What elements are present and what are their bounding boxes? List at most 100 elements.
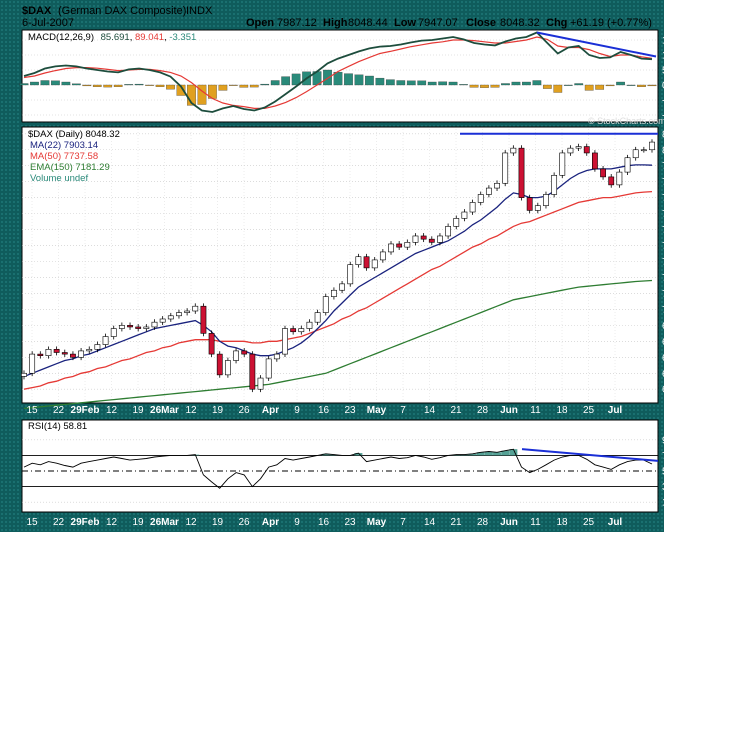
candle-body — [102, 336, 109, 345]
ema150-line — [23, 279, 653, 410]
price-x-label: 26Mar — [150, 405, 179, 416]
rsi-x-label: 9 — [294, 517, 300, 528]
rsi-overbought-fill — [501, 450, 510, 456]
price-tick-label: 7900 — [662, 161, 664, 172]
candle-body — [273, 353, 280, 360]
rsi-tick-label: 90 — [662, 435, 664, 446]
legend-volume: Volume undef — [30, 173, 88, 184]
price-x-label: 25 — [583, 405, 595, 416]
candle-body — [592, 152, 598, 170]
macd-histogram-bar — [365, 75, 374, 86]
price-tick-label: 6900 — [662, 321, 664, 332]
candle-body — [608, 176, 615, 186]
candle-body — [249, 353, 256, 390]
macd-histogram-bar — [323, 69, 332, 86]
candle-body — [257, 377, 264, 390]
candle-body — [445, 226, 452, 237]
candle-body — [518, 147, 525, 198]
price-tick-label: 7500 — [662, 225, 664, 236]
price-grid — [22, 129, 658, 402]
macd-title-text: MACD(12,26,9) — [28, 32, 94, 43]
rsi-x-label: 28 — [477, 517, 489, 528]
candle-body — [502, 152, 509, 184]
macd-histogram-bar — [344, 73, 353, 86]
price-candles — [21, 132, 658, 393]
price-x-label: Apr — [262, 405, 279, 416]
candle-body — [437, 235, 443, 243]
macd-histogram-bar — [563, 84, 573, 86]
macd-histogram-bar — [448, 81, 458, 86]
candle-body — [379, 251, 386, 261]
rsi-overbought-fill — [354, 453, 363, 456]
macd-histogram-bar — [459, 84, 468, 86]
macd-histogram-bar — [92, 84, 102, 87]
rsi-x-label: 26 — [238, 517, 250, 528]
x-axis-labels: 15 15 22 22 29Feb 29Feb 12 12 19 19 26Mar 26Mar 12 12… — [26, 405, 622, 528]
candle-body — [37, 353, 44, 357]
macd-value: 85.691 — [101, 32, 130, 43]
candle-body — [624, 157, 631, 173]
candle-body — [176, 312, 182, 317]
macd-histogram-bar — [155, 84, 165, 87]
candle-body — [600, 168, 606, 178]
macd-histogram-bar — [406, 80, 416, 86]
rsi-trendline — [521, 448, 659, 462]
rsi-x-label: 12 — [185, 517, 197, 528]
signal-value: 89.041 — [135, 32, 164, 43]
candle-body — [322, 296, 329, 313]
high-label: High — [323, 17, 348, 29]
macd-histogram-bar — [40, 80, 50, 86]
ma50-line — [23, 190, 653, 390]
low-value: 7947.07 — [418, 17, 458, 29]
candle-body — [306, 321, 313, 329]
macd-histogram-bar — [239, 84, 249, 88]
macd-histogram-bar — [584, 84, 594, 91]
candle-body — [583, 146, 590, 154]
rsi-x-label: 15 — [26, 517, 38, 528]
macd-title: MACD(12,26,9) 85.691, 89.041, -3.351 — [28, 32, 196, 43]
macd-histogram-bar — [438, 81, 448, 86]
macd-histogram-bar — [218, 84, 228, 91]
macd-histogram-bar — [396, 80, 406, 86]
candle-body — [45, 349, 52, 357]
rsi-x-label: 12 — [106, 517, 118, 528]
candle-body — [420, 235, 427, 240]
date-label: 6-Jul-2007 — [22, 17, 74, 29]
rsi-lines — [23, 448, 659, 489]
price-tick-label: 7100 — [662, 289, 664, 300]
candle-body — [404, 242, 411, 248]
price-tick-label: 6800 — [662, 337, 664, 348]
macd-trendline — [536, 31, 657, 58]
rsi-x-label: 21 — [450, 517, 462, 528]
rsi-x-label: Jul — [608, 517, 623, 528]
candle-body — [135, 326, 142, 329]
candle-body — [428, 238, 435, 243]
macd-histogram-bar — [595, 84, 605, 90]
rsi-line — [23, 448, 653, 489]
macd-histogram-bar — [542, 84, 552, 89]
macd-histogram-bar — [82, 84, 92, 87]
macd-histogram-bar — [124, 84, 134, 86]
rsi-x-label: 7 — [400, 517, 406, 528]
rsi-x-label: 19 — [132, 517, 144, 528]
rsi-x-label: 22 — [53, 517, 65, 528]
price-x-label: 29Feb — [71, 405, 100, 416]
macd-tick-label: 100 — [662, 51, 664, 62]
price-tick-label: 7400 — [662, 241, 664, 252]
price-x-label: 15 — [26, 405, 38, 416]
low-label: Low — [394, 17, 416, 29]
macd-histogram-bar — [166, 84, 175, 90]
macd-histogram-bar — [469, 84, 479, 88]
price-x-label: 18 — [556, 405, 568, 416]
price-tick-label: 7200 — [662, 273, 664, 284]
candle-body — [575, 146, 582, 149]
candle-body — [282, 328, 288, 355]
rsi-tick-label: 50 — [662, 467, 664, 478]
price-tick-label: 8000 — [662, 145, 664, 156]
hist-value: -3.351 — [169, 32, 196, 43]
macd-histogram-bar — [490, 84, 500, 88]
macd-histogram-bar — [501, 83, 510, 86]
rsi-tick-label: 10 — [662, 498, 664, 509]
chart-svg: $DAX (German DAX Composite) INDX 6-Jul-2… — [19, 5, 666, 528]
rsi-overbought-fill — [493, 452, 502, 456]
